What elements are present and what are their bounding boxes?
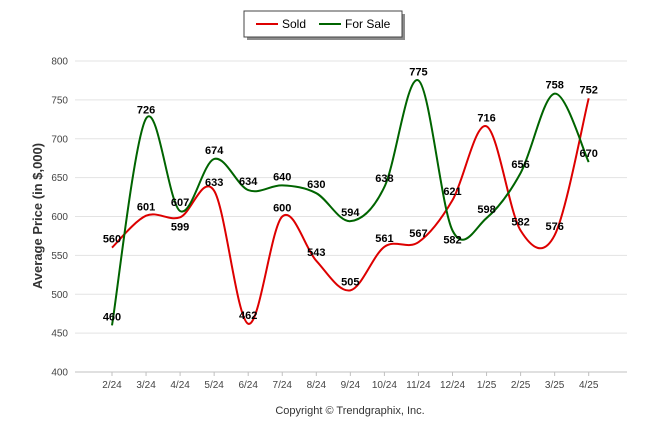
data-label-for-sale: 670 [580,148,598,160]
data-label-sold: 601 [137,202,155,214]
legend-label-for-sale: For Sale [345,17,391,31]
legend-label-sold: Sold [282,17,306,31]
y-tick-label: 800 [51,57,68,68]
x-tick-label: 8/24 [307,380,327,391]
y-axis-title: Average Price (in $,000) [30,143,45,289]
x-tick-label: 10/24 [372,380,397,391]
data-label-sold: 560 [103,234,121,246]
y-tick-label: 550 [51,251,68,262]
data-label-sold: 752 [580,84,598,96]
data-label-for-sale: 630 [307,179,325,191]
credit-text: Copyright © Trendgraphix, Inc. [275,405,424,417]
data-label-for-sale: 607 [171,197,189,209]
data-label-for-sale: 594 [341,207,360,219]
data-label-for-sale: 758 [545,80,563,92]
data-label-sold: 633 [205,177,223,189]
data-label-for-sale: 582 [443,234,461,246]
x-tick-label: 4/24 [170,380,190,391]
x-tick-label: 7/24 [273,380,293,391]
data-label-sold: 582 [511,216,529,228]
y-tick-label: 700 [51,134,68,145]
data-label-sold: 716 [477,112,495,124]
data-label-sold: 621 [443,186,461,198]
x-tick-label: 2/24 [102,380,122,391]
y-tick-label: 450 [51,329,68,340]
y-axis-tick-labels: 400 450 500 550 600 650 700 750 800 [51,57,68,379]
data-label-sold: 561 [375,233,393,245]
data-label-sold: 567 [409,228,427,240]
data-label-for-sale: 656 [511,159,529,171]
grid-lines [75,60,627,334]
data-label-sold: 599 [171,221,189,233]
series-lines [111,79,590,326]
y-tick-label: 500 [51,290,68,301]
data-label-for-sale: 460 [103,311,121,323]
x-tick-label: 11/24 [406,380,431,391]
data-label-for-sale: 674 [205,145,224,157]
data-label-sold: 576 [545,221,563,233]
data-label-for-sale: 598 [477,204,495,216]
data-label-for-sale: 634 [239,176,258,188]
data-label-for-sale: 726 [137,105,155,117]
series-line-for-sale [111,79,590,326]
x-axis-tick-labels: 2/24 3/24 4/24 5/24 6/24 7/24 8/24 9/24 10/24 11/… [102,372,599,391]
data-label-for-sale: 638 [375,173,393,185]
y-tick-label: 600 [51,212,68,223]
y-tick-label: 750 [51,95,68,106]
x-tick-label: 2/25 [511,380,531,391]
x-tick-label: 9/24 [341,380,361,391]
data-label-sold: 543 [307,247,325,259]
x-tick-label: 4/25 [579,380,599,391]
data-label-for-sale: 775 [409,66,427,78]
y-tick-label: 400 [51,368,68,379]
data-label-sold: 505 [341,276,359,288]
x-tick-label: 1/25 [477,380,497,391]
legend: Sold For Sale [243,10,405,40]
data-label-sold: 462 [239,310,257,322]
data-label-for-sale: 640 [273,171,291,183]
x-tick-label: 3/25 [545,380,565,391]
y-tick-label: 650 [51,173,68,184]
x-tick-label: 12/24 [440,380,465,391]
data-label-sold: 600 [273,203,291,215]
series-line-sold [111,98,590,325]
data-labels: 560 601 599 633 462 600 543 505 561 567 621 716 582 5… [103,66,598,323]
x-tick-label: 5/24 [204,380,224,391]
x-tick-label: 6/24 [238,380,258,391]
x-tick-label: 3/24 [136,380,156,391]
